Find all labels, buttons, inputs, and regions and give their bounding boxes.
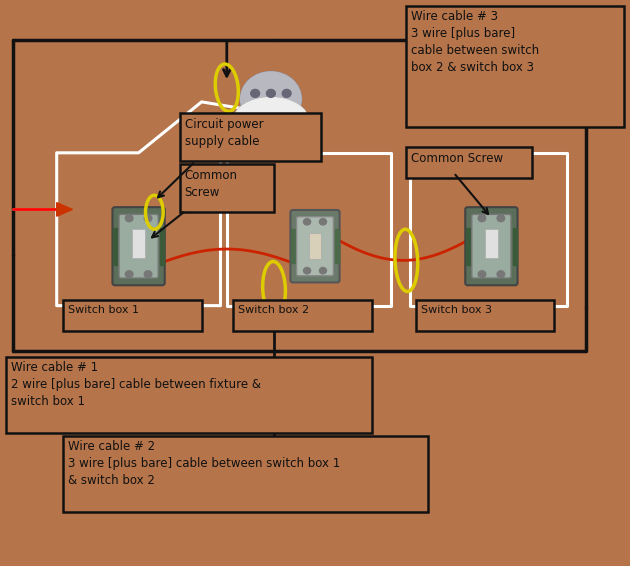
Bar: [63, 300, 202, 331]
Circle shape: [478, 271, 486, 277]
Bar: [291, 229, 295, 263]
Bar: [180, 113, 321, 161]
FancyBboxPatch shape: [465, 207, 517, 285]
Circle shape: [125, 215, 133, 222]
Bar: [335, 229, 339, 263]
Bar: [180, 164, 274, 212]
Text: Wire cable # 3
3 wire [plus bare]
cable between switch
box 2 & switch box 3: Wire cable # 3 3 wire [plus bare] cable …: [411, 10, 539, 74]
FancyBboxPatch shape: [119, 215, 158, 278]
Ellipse shape: [246, 117, 271, 131]
Circle shape: [144, 271, 152, 277]
FancyBboxPatch shape: [112, 207, 164, 285]
Circle shape: [251, 89, 260, 97]
Circle shape: [266, 89, 275, 97]
Bar: [160, 228, 164, 265]
Bar: [416, 300, 554, 331]
Ellipse shape: [233, 97, 309, 146]
Polygon shape: [57, 203, 72, 216]
FancyBboxPatch shape: [290, 210, 340, 282]
Circle shape: [319, 268, 326, 274]
Circle shape: [304, 218, 311, 225]
Text: Common Screw: Common Screw: [411, 152, 503, 165]
Bar: [406, 147, 532, 178]
FancyBboxPatch shape: [472, 215, 511, 278]
Bar: [6, 357, 372, 433]
Bar: [406, 6, 624, 127]
Text: Common
Screw: Common Screw: [185, 169, 238, 199]
Text: Wire cable # 2
3 wire [plus bare] cable between switch box 1
& switch box 2: Wire cable # 2 3 wire [plus bare] cable …: [68, 440, 340, 487]
Circle shape: [241, 72, 301, 126]
Text: Switch box 3: Switch box 3: [421, 305, 492, 315]
Bar: [113, 228, 117, 265]
Text: Switch box 2: Switch box 2: [238, 305, 309, 315]
Circle shape: [478, 215, 486, 222]
Text: Circuit power
supply cable: Circuit power supply cable: [185, 118, 263, 148]
Circle shape: [125, 271, 133, 277]
Bar: [233, 300, 372, 331]
Bar: [513, 228, 517, 265]
Circle shape: [497, 215, 505, 222]
Circle shape: [304, 268, 311, 274]
Circle shape: [497, 271, 505, 277]
Bar: [485, 229, 498, 258]
Text: Wire cable # 1
2 wire [plus bare] cable between fixture &
switch box 1: Wire cable # 1 2 wire [plus bare] cable …: [11, 361, 261, 408]
Bar: [309, 233, 321, 259]
Text: Switch box 1: Switch box 1: [68, 305, 139, 315]
Bar: [466, 228, 470, 265]
Bar: [63, 436, 428, 512]
Bar: [132, 229, 145, 258]
Circle shape: [144, 215, 152, 222]
Circle shape: [282, 89, 291, 97]
Circle shape: [319, 218, 326, 225]
FancyBboxPatch shape: [297, 217, 333, 276]
